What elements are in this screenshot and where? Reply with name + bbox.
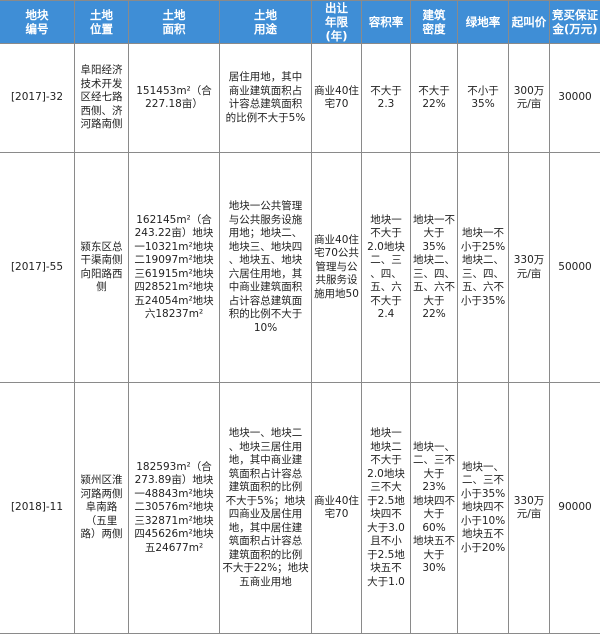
cell-term: 商业40住 宅70	[312, 383, 362, 634]
cell-price: 330万 元/亩	[509, 383, 550, 634]
cell-location: 阜阳经济 技术开发 区经七路 西侧、济 河路南侧	[75, 44, 129, 153]
cell-area: 182593m²（合 273.89亩）地块 一48843m²地块 二30576m…	[129, 383, 220, 634]
cell-term: 商业40住 宅70	[312, 44, 362, 153]
cell-plot-id: [2018]-11	[0, 383, 75, 634]
cell-deposit: 30000	[550, 44, 600, 153]
cell-green: 地块一、 二、三不 小于35% 地块四不 小于10% 地块五不 小于20%	[458, 383, 509, 634]
cell-density: 地块一不 大于35% 地块二、 三、四、 五、六不 大于22%	[411, 153, 458, 383]
cell-area: 151453m²（合 227.18亩）	[129, 44, 220, 153]
header-use: 土地 用途	[220, 1, 312, 44]
header-term: 出让 年限 (年)	[312, 1, 362, 44]
cell-price: 300万 元/亩	[509, 44, 550, 153]
cell-density: 不大于 22%	[411, 44, 458, 153]
header-green: 绿地率	[458, 1, 509, 44]
cell-use: 地块一、地块二 、地块三居住用 地，其中商业建 筑面积占计容总 建筑面积的比例 …	[220, 383, 312, 634]
header-location: 土地 位置	[75, 1, 129, 44]
cell-green: 地块一不 小于25% 地块二、 三、四、 五、六不 小于35%	[458, 153, 509, 383]
table-row: [2017]-32 阜阳经济 技术开发 区经七路 西侧、济 河路南侧 15145…	[0, 44, 600, 153]
cell-price: 330万 元/亩	[509, 153, 550, 383]
cell-area: 162145m²（合 243.22亩）地块 一10321m²地块 二19097m…	[129, 153, 220, 383]
header-far: 容积率	[362, 1, 411, 44]
cell-term: 商业40住 宅70公共 管理与公 共服务设 施用地50	[312, 153, 362, 383]
table-row: [2018]-11 颍州区淮 河路两侧 阜南路 （五里 路）两侧 182593m…	[0, 383, 600, 634]
cell-plot-id: [2017]-55	[0, 153, 75, 383]
cell-plot-id: [2017]-32	[0, 44, 75, 153]
cell-far: 地块一 不大于 2.0地块 二、三 、四、 五、六 不大于 2.4	[362, 153, 411, 383]
cell-deposit: 90000	[550, 383, 600, 634]
cell-use: 居住用地，其中 商业建筑面积占 计容总建筑面积 的比例不大于5%	[220, 44, 312, 153]
cell-location: 颍州区淮 河路两侧 阜南路 （五里 路）两侧	[75, 383, 129, 634]
cell-location: 颍东区总 干渠南侧 向阳路西 侧	[75, 153, 129, 383]
cell-use: 地块一公共管理 与公共服务设施 用地；地块二、 地块三、地块四 、地块五、地块 …	[220, 153, 312, 383]
cell-green: 不小于 35%	[458, 44, 509, 153]
cell-deposit: 50000	[550, 153, 600, 383]
cell-far: 地块一 地块二 不大于 2.0地块 三不大 于2.5地 块四不 大于3.0 且不…	[362, 383, 411, 634]
header-price: 起叫价	[509, 1, 550, 44]
header-plot-id: 地块 编号	[0, 1, 75, 44]
table-header-row: 地块 编号 土地 位置 土地 面积 土地 用途 出让 年限 (年) 容积率 建筑…	[0, 1, 600, 44]
header-deposit: 竞买保证 金(万元)	[550, 1, 600, 44]
header-density: 建筑 密度	[411, 1, 458, 44]
header-area: 土地 面积	[129, 1, 220, 44]
cell-density: 地块一、 二、三不 大于23% 地块四不 大于60% 地块五不 大于30%	[411, 383, 458, 634]
table-row: [2017]-55 颍东区总 干渠南侧 向阳路西 侧 162145m²（合 24…	[0, 153, 600, 383]
cell-far: 不大于 2.3	[362, 44, 411, 153]
